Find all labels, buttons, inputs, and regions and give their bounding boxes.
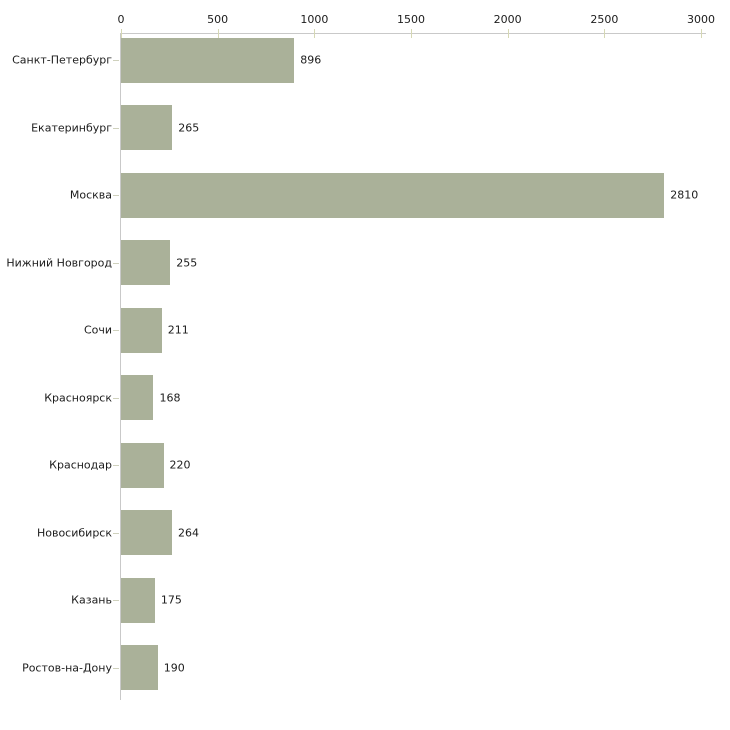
bar <box>121 105 173 150</box>
value-label: 220 <box>169 458 191 472</box>
bar <box>121 37 295 83</box>
value-label: 168 <box>159 391 181 404</box>
category-label: Санкт-Петербург <box>12 53 112 67</box>
y-tick-mark <box>113 195 119 196</box>
bar <box>121 375 154 420</box>
y-tick-mark <box>113 667 119 669</box>
category-label: Красноярск <box>44 391 112 404</box>
category-label: Москва <box>69 188 112 202</box>
y-tick-mark <box>113 465 119 466</box>
category-label: Нижний Новгород <box>6 256 112 269</box>
x-tick-label: 1000 <box>300 13 329 26</box>
y-tick-mark <box>113 532 119 534</box>
category-label: Екатеринбург <box>31 121 112 134</box>
bar <box>121 307 162 353</box>
x-tick-label: 2500 <box>590 13 619 26</box>
x-tick-mark <box>701 29 702 38</box>
x-tick-label: 2000 <box>493 13 522 26</box>
bar <box>121 172 665 218</box>
x-tick-mark <box>314 29 316 38</box>
x-tick-label: 500 <box>207 13 229 26</box>
category-label: Краснодар <box>49 458 112 472</box>
value-label: 190 <box>163 661 185 674</box>
x-axis-line <box>121 33 706 34</box>
bar <box>121 645 158 690</box>
bar <box>121 577 155 623</box>
category-label: Сочи <box>83 323 112 337</box>
value-label: 211 <box>167 323 189 337</box>
category-label: Ростов-на-Дону <box>22 661 112 674</box>
value-label: 255 <box>176 256 198 269</box>
y-tick-mark <box>113 60 119 61</box>
y-tick-mark <box>113 397 119 399</box>
bar <box>121 510 173 555</box>
category-label: Казань <box>71 593 112 607</box>
y-tick-mark <box>113 262 119 264</box>
x-tick-label: 3000 <box>687 13 715 26</box>
x-tick-label: 1500 <box>397 13 425 26</box>
x-tick-label: 0 <box>117 13 125 26</box>
x-tick-mark <box>217 29 219 38</box>
x-tick-mark <box>411 29 412 38</box>
value-label: 896 <box>300 53 322 67</box>
x-tick-mark <box>604 29 606 38</box>
bar <box>121 240 171 285</box>
x-tick-mark <box>121 29 122 38</box>
y-axis-line <box>120 33 121 700</box>
y-tick-mark <box>113 600 119 601</box>
value-label: 265 <box>178 121 200 134</box>
x-tick-mark <box>507 29 509 38</box>
value-label: 175 <box>160 593 182 607</box>
y-tick-mark <box>113 127 119 129</box>
bar <box>121 442 164 488</box>
category-label: Новосибирск <box>36 526 112 539</box>
value-label: 264 <box>178 526 200 539</box>
y-tick-mark <box>113 330 119 331</box>
value-label: 2810 <box>670 188 699 202</box>
